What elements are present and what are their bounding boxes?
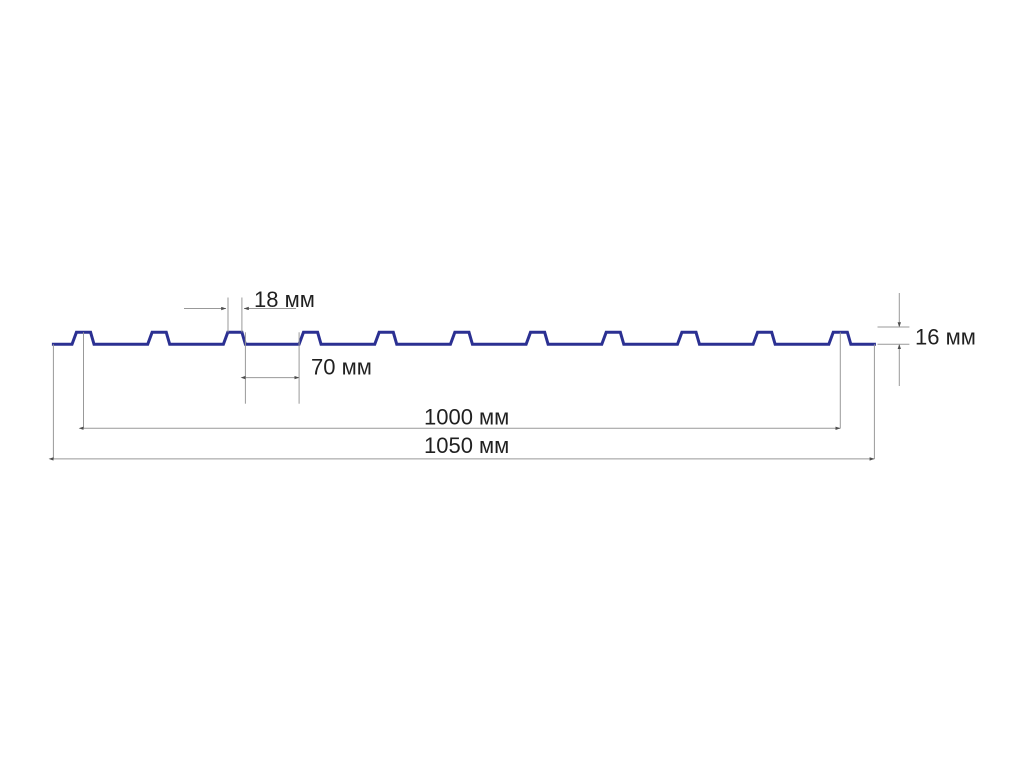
svg-text:1050 мм: 1050 мм — [424, 433, 509, 458]
svg-text:18 мм: 18 мм — [254, 287, 315, 312]
svg-text:1000 мм: 1000 мм — [424, 404, 509, 429]
svg-text:70 мм: 70 мм — [311, 355, 372, 380]
svg-text:16 мм: 16 мм — [915, 325, 976, 350]
